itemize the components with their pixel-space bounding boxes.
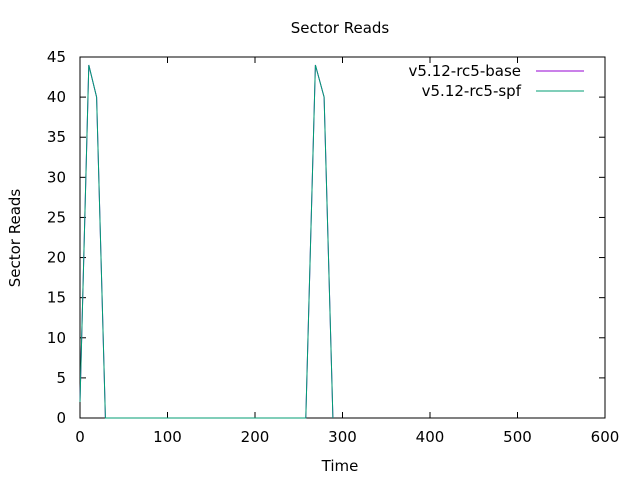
legend-label: v5.12-rc5-base xyxy=(409,62,522,80)
series-line-v5.12-rc5-base xyxy=(79,64,334,419)
legend-label: v5.12-rc5-spf xyxy=(422,82,522,100)
series-line-v5.12-rc5-spf xyxy=(79,64,334,419)
chart-title: Sector Reads xyxy=(291,19,390,37)
x-axis-label: Time xyxy=(321,457,359,475)
legend: v5.12-rc5-base v5.12-rc5-spf xyxy=(409,62,584,100)
y-axis-label: Sector Reads xyxy=(6,189,24,288)
y-tick-label: 20 xyxy=(47,249,66,267)
x-tick-label: 400 xyxy=(416,428,445,446)
y-tick-label: 30 xyxy=(47,168,66,186)
y-tick-label: 10 xyxy=(47,329,66,347)
y-tick-label: 15 xyxy=(47,289,66,307)
y-tick-label: 5 xyxy=(56,369,66,387)
x-tick-label: 300 xyxy=(328,428,357,446)
plot-area: 0 100 200 300 400 500 600 0 5 10 15 20 25 30 35 40 45 xyxy=(47,48,619,446)
y-tick-label: 0 xyxy=(56,409,66,427)
y-tick-label: 25 xyxy=(47,208,66,226)
x-tick-label: 200 xyxy=(241,428,270,446)
x-tick-label: 600 xyxy=(591,428,620,446)
y-tick-label: 45 xyxy=(47,48,66,66)
x-tick-label: 0 xyxy=(75,428,85,446)
y-tick-label: 40 xyxy=(47,88,66,106)
x-tick-label: 100 xyxy=(153,428,182,446)
x-tick-label: 500 xyxy=(503,428,532,446)
y-tick-label: 35 xyxy=(47,128,66,146)
plot-frame xyxy=(79,56,606,419)
